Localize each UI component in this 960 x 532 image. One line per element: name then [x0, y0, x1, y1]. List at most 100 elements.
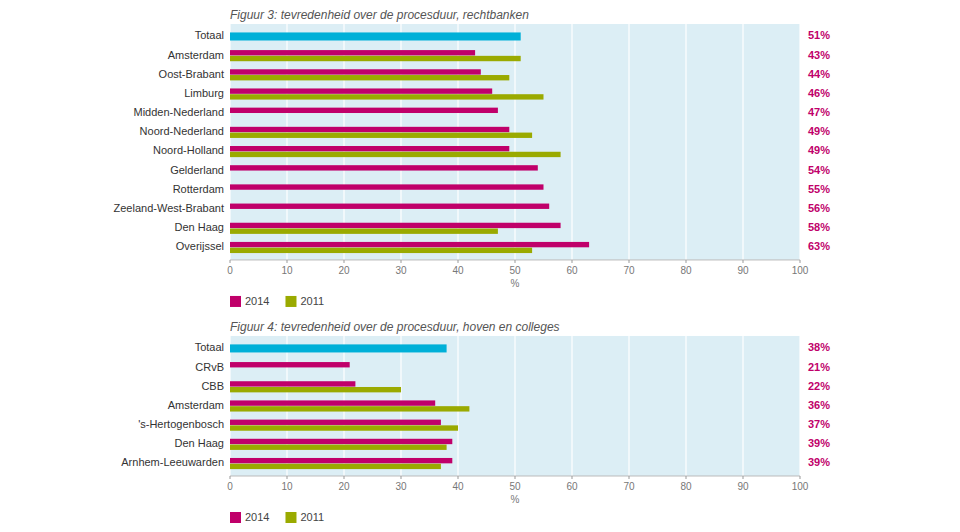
- x-tick: [629, 476, 630, 479]
- x-tick: [686, 260, 687, 263]
- data-label: 37%: [808, 418, 830, 430]
- category-label: Den Haag: [174, 221, 224, 233]
- data-label: 47%: [808, 106, 830, 118]
- category-label: Den Haag: [174, 437, 224, 449]
- x-tick: [458, 260, 459, 263]
- bar: [230, 204, 549, 209]
- category-label: Limburg: [184, 87, 224, 99]
- grid-line: [628, 336, 629, 476]
- plot-background: [230, 336, 800, 476]
- data-label: 58%: [808, 221, 830, 233]
- legend-swatch: [285, 296, 296, 307]
- x-tick-label: 50: [509, 481, 521, 492]
- x-tick: [629, 260, 630, 263]
- legend: 2014 2011: [230, 295, 324, 307]
- legend-label: 2011: [300, 295, 324, 307]
- x-tick: [572, 260, 573, 263]
- x-tick: [344, 260, 345, 263]
- data-label: 54%: [808, 164, 830, 176]
- x-tick-label: 50: [509, 265, 521, 276]
- grid-line: [343, 336, 344, 476]
- x-tick-label: 20: [338, 481, 350, 492]
- bar: [230, 146, 509, 151]
- bars: [230, 344, 469, 469]
- x-tick-label: 70: [623, 481, 635, 492]
- data-label: 49%: [808, 144, 830, 156]
- x-tick-label: 80: [680, 481, 692, 492]
- x-tick: [800, 260, 801, 263]
- bar: [230, 406, 469, 411]
- x-tick: [743, 476, 744, 479]
- legend-label: 2011: [300, 511, 324, 523]
- x-tick: [401, 476, 402, 479]
- category-label: CBB: [201, 380, 224, 392]
- category-label: Totaal: [195, 29, 224, 41]
- category-label: 's-Hertogenbosch: [138, 418, 224, 430]
- grid-line: [685, 336, 686, 476]
- bar: [230, 50, 475, 55]
- grid-line: [742, 336, 743, 476]
- bar: [230, 420, 441, 425]
- x-tick-label: 20: [338, 265, 350, 276]
- bar: [230, 381, 355, 386]
- x-tick-label: 80: [680, 265, 692, 276]
- bar: [230, 387, 401, 392]
- grid-line: [229, 336, 230, 476]
- legend-label: 2014: [245, 511, 269, 523]
- bars: [230, 32, 589, 253]
- grid-line: [799, 336, 800, 476]
- grid-line: [400, 336, 401, 476]
- x-tick: [515, 476, 516, 479]
- x-tick-label: 70: [623, 265, 635, 276]
- bar: [230, 400, 435, 405]
- x-tick-label: 10: [281, 481, 293, 492]
- bar: [230, 458, 452, 463]
- bar: [230, 344, 447, 352]
- bar: [230, 445, 447, 450]
- data-label: 22%: [808, 380, 830, 392]
- bar: [230, 94, 544, 99]
- data-label: 21%: [808, 361, 830, 373]
- grid-line: [514, 336, 515, 476]
- data-label: 39%: [808, 437, 830, 449]
- x-tick: [515, 260, 516, 263]
- data-label: 49%: [808, 125, 830, 137]
- plot-background: [230, 24, 800, 260]
- x-tick-label: 30: [395, 481, 407, 492]
- data-label: 44%: [808, 68, 830, 80]
- bar: [230, 69, 481, 74]
- legend: 2014 2011: [230, 511, 324, 523]
- x-tick-label: 60: [566, 265, 578, 276]
- bar: [230, 228, 498, 233]
- bar: [230, 127, 509, 132]
- chart: Figuur 3: tevredenheid over de procesduu…: [114, 8, 831, 307]
- legend-label: 2014: [245, 295, 269, 307]
- bar: [230, 242, 589, 247]
- category-label: Noord-Nederland: [140, 125, 224, 137]
- x-tick-label: 40: [452, 265, 464, 276]
- x-tick: [458, 476, 459, 479]
- x-tick: [743, 260, 744, 263]
- x-tick-label: 40: [452, 481, 464, 492]
- data-label: 43%: [808, 49, 830, 61]
- category-label: Rotterdam: [173, 183, 224, 195]
- x-tick-label: 100: [792, 481, 809, 492]
- x-tick-label: 90: [737, 481, 749, 492]
- x-tick: [686, 476, 687, 479]
- grid-line: [571, 336, 572, 476]
- bar: [230, 56, 521, 61]
- bar: [230, 108, 498, 113]
- x-tick-label: 100: [792, 265, 809, 276]
- bar: [230, 133, 532, 138]
- bar: [230, 32, 521, 40]
- legend-swatch: [230, 512, 241, 523]
- data-label: 38%: [808, 341, 830, 353]
- x-tick-label: 90: [737, 265, 749, 276]
- category-label: Amsterdam: [168, 49, 224, 61]
- data-label: 36%: [808, 399, 830, 411]
- chart-title: Figuur 3: tevredenheid over de procesduu…: [230, 8, 529, 22]
- category-label: Amsterdam: [168, 399, 224, 411]
- x-tick-label: 0: [227, 481, 233, 492]
- data-label: 46%: [808, 87, 830, 99]
- grid-line: [685, 24, 686, 260]
